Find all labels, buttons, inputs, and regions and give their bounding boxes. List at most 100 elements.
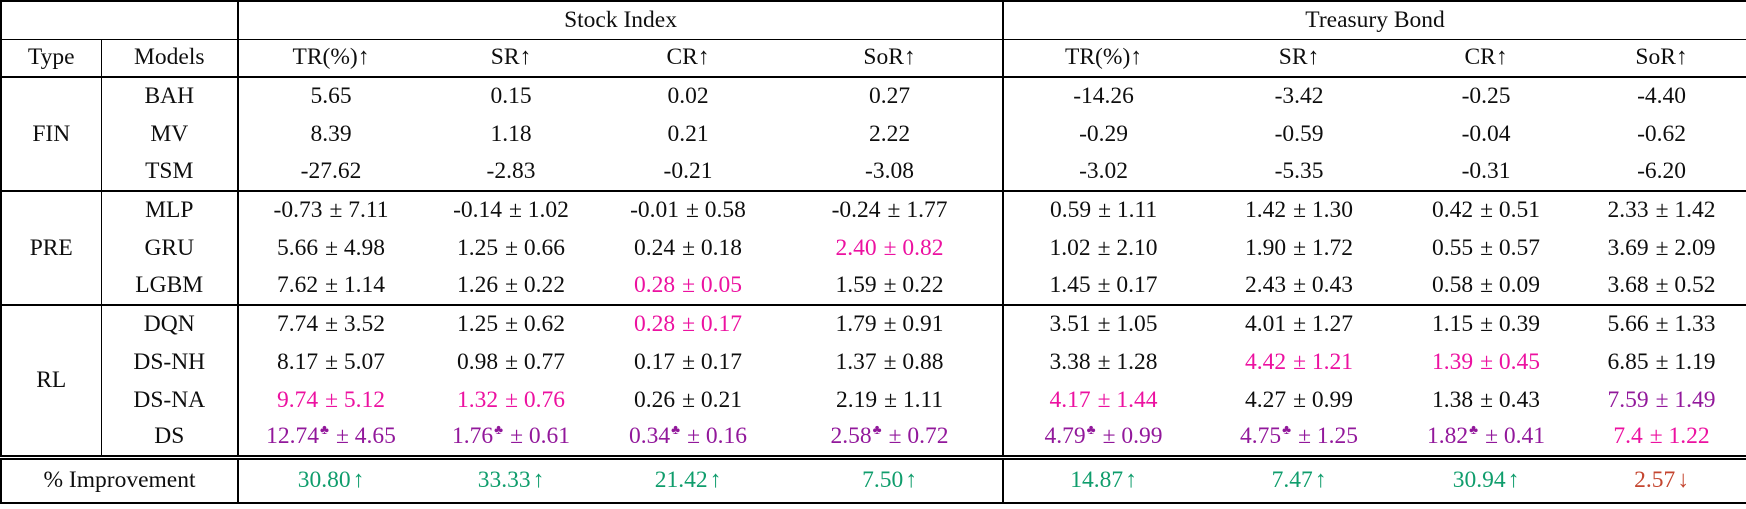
metric-cell: 1.39 ± 0.45 bbox=[1395, 343, 1577, 381]
metric-value: 1.42 bbox=[1245, 197, 1287, 223]
metric-std: ± 0.39 bbox=[1480, 311, 1541, 337]
metric-cell: -0.62 bbox=[1577, 115, 1746, 153]
col-header-stock-cr: CR↑ bbox=[599, 39, 777, 78]
metric-std: ± 3.52 bbox=[325, 311, 386, 337]
metric-cell: 1.79 ± 0.91 bbox=[777, 304, 1005, 343]
improvement-value: 33.33 bbox=[477, 467, 531, 494]
metric-value: 4.75 bbox=[1240, 423, 1282, 450]
metric-std: ± 0.91 bbox=[883, 311, 944, 337]
metric-value: 6.85 bbox=[1607, 348, 1649, 375]
metric-value: -0.25 bbox=[1461, 83, 1511, 109]
metric-std: ± 5.12 bbox=[325, 386, 386, 413]
metric-value: 1.02 bbox=[1049, 234, 1091, 261]
metric-std: ± 0.18 bbox=[682, 234, 743, 261]
club-marker-icon: ♣ bbox=[671, 422, 681, 438]
metric-value: 3.38 bbox=[1049, 348, 1091, 375]
metric-value: 4.79 bbox=[1044, 423, 1086, 450]
metric-value: -0.29 bbox=[1079, 120, 1129, 147]
metric-value: 9.74 bbox=[276, 386, 319, 413]
improvement-cell: 7.50↑ bbox=[777, 454, 1005, 503]
improvement-cell: 21.42↑ bbox=[599, 454, 777, 503]
metric-cell: 7.59 ± 1.49 bbox=[1577, 381, 1746, 419]
metric-std: ± 0.21 bbox=[682, 386, 743, 413]
metric-std: ± 2.09 bbox=[1655, 234, 1716, 261]
metric-cell: 0.42 ± 0.51 bbox=[1395, 190, 1578, 229]
metric-std: ± 2.10 bbox=[1097, 234, 1158, 261]
metric-cell: 0.02 bbox=[599, 77, 777, 115]
metric-value: 8.39 bbox=[310, 120, 352, 147]
metric-cell: -6.20 bbox=[1577, 153, 1746, 191]
metric-std: ± 0.45 bbox=[1480, 348, 1541, 375]
metric-cell: 1.59 ± 0.22 bbox=[777, 267, 1005, 305]
metric-cell: 0.55 ± 0.57 bbox=[1395, 229, 1577, 267]
metric-std: ± 0.57 bbox=[1480, 234, 1541, 261]
col-header-models: Models bbox=[101, 39, 239, 78]
group-header-stock-index: Stock Index bbox=[238, 1, 1005, 40]
metric-value: 7.62 bbox=[276, 272, 319, 298]
metric-cell: 1.45 ± 0.17 bbox=[1003, 267, 1203, 305]
metric-value: 4.01 bbox=[1245, 311, 1287, 337]
metric-std: ± 7.11 bbox=[329, 197, 389, 223]
metric-cell: 7.4 ± 1.22 bbox=[1577, 419, 1746, 457]
metric-std: ± 1.42 bbox=[1655, 197, 1716, 223]
metric-cell: 0.21 bbox=[599, 115, 777, 153]
metric-cell: 0.17 ± 0.17 bbox=[599, 343, 777, 381]
improvement-value: 30.94 bbox=[1452, 467, 1506, 494]
metric-value: -0.24 bbox=[831, 197, 881, 223]
metric-std: ± 4.65 bbox=[335, 423, 396, 450]
metric-value: 0.26 bbox=[633, 386, 676, 413]
table-row-gru: GRU 5.66 ± 4.98 1.25 ± 0.66 0.24 ± 0.18 2.40 ± 0… bbox=[1, 229, 1746, 267]
metric-cell: 0.15 bbox=[423, 77, 599, 115]
metric-value: -2.83 bbox=[486, 158, 536, 184]
metric-value: -0.59 bbox=[1274, 120, 1324, 147]
metric-cell: 1.18 bbox=[423, 115, 599, 153]
type-cell-fin: FIN bbox=[1, 77, 102, 191]
model-cell: GRU bbox=[101, 229, 239, 267]
metric-value: 1.59 bbox=[835, 272, 877, 298]
metric-cell: -0.24 ± 1.77 bbox=[777, 190, 1005, 229]
metric-std: ± 0.76 bbox=[505, 386, 566, 413]
model-cell: LGBM bbox=[101, 267, 239, 305]
metric-cell: 2.43 ± 0.43 bbox=[1203, 267, 1395, 305]
metric-value: 0.98 bbox=[456, 348, 499, 375]
metric-value: 0.59 bbox=[1049, 197, 1092, 223]
metric-value: 0.24 bbox=[633, 234, 676, 261]
metric-cell: 1.90 ± 1.72 bbox=[1203, 229, 1395, 267]
metric-cell: 1.76♣ ± 0.61 bbox=[423, 419, 599, 457]
metric-cell: 2.33 ± 1.42 bbox=[1577, 190, 1746, 229]
metric-value: 1.25 bbox=[456, 234, 499, 261]
metric-cell: 0.34♣ ± 0.16 bbox=[599, 419, 777, 457]
metric-std: ± 0.66 bbox=[505, 234, 566, 261]
metric-cell: 4.75♣ ± 1.25 bbox=[1203, 419, 1395, 457]
metric-cell: 8.17 ± 5.07 bbox=[238, 343, 423, 381]
metric-cell: 4.79♣ ± 0.99 bbox=[1003, 419, 1203, 457]
metric-std: ± 0.16 bbox=[687, 423, 747, 450]
metric-std: ± 1.33 bbox=[1655, 311, 1716, 337]
metric-cell: -0.21 bbox=[599, 153, 777, 191]
metric-cell: 3.38 ± 1.28 bbox=[1003, 343, 1203, 381]
col-header-bond-sr: SR↑ bbox=[1203, 39, 1396, 78]
model-cell: DS bbox=[101, 419, 239, 457]
metric-cell: -0.14 ± 1.02 bbox=[423, 190, 599, 229]
metric-cell: -0.73 ± 7.11 bbox=[238, 190, 423, 229]
metric-cell: 0.27 bbox=[777, 77, 1005, 115]
metric-cell: 4.17 ± 1.44 bbox=[1003, 381, 1203, 419]
metric-value: 1.18 bbox=[490, 120, 532, 147]
metric-cell: -3.42 bbox=[1203, 77, 1395, 115]
metric-value: 4.17 bbox=[1049, 386, 1091, 413]
metric-value: 2.58 bbox=[830, 423, 872, 450]
metric-std: ± 0.82 bbox=[883, 234, 944, 261]
metric-value: 0.58 bbox=[1432, 272, 1474, 298]
improvement-cell: 14.87↑ bbox=[1003, 454, 1204, 503]
metric-std: ± 0.99 bbox=[1293, 386, 1354, 413]
metric-std: ± 1.02 bbox=[509, 197, 569, 223]
col-header-stock-sr: SR↑ bbox=[423, 39, 599, 78]
metric-value: -0.21 bbox=[663, 158, 713, 184]
club-marker-icon: ♣ bbox=[1282, 422, 1292, 438]
metric-cell: -27.62 bbox=[238, 153, 423, 191]
improvement-value: 14.87 bbox=[1070, 467, 1124, 494]
metric-value: 1.76 bbox=[452, 423, 494, 450]
table-row-ds-na: DS-NA 9.74 ± 5.12 1.32 ± 0.76 0.26 ± 0.21 2.19 ±… bbox=[1, 381, 1746, 419]
metric-cell: 4.27 ± 0.99 bbox=[1203, 381, 1395, 419]
metric-value: 1.37 bbox=[835, 348, 877, 375]
